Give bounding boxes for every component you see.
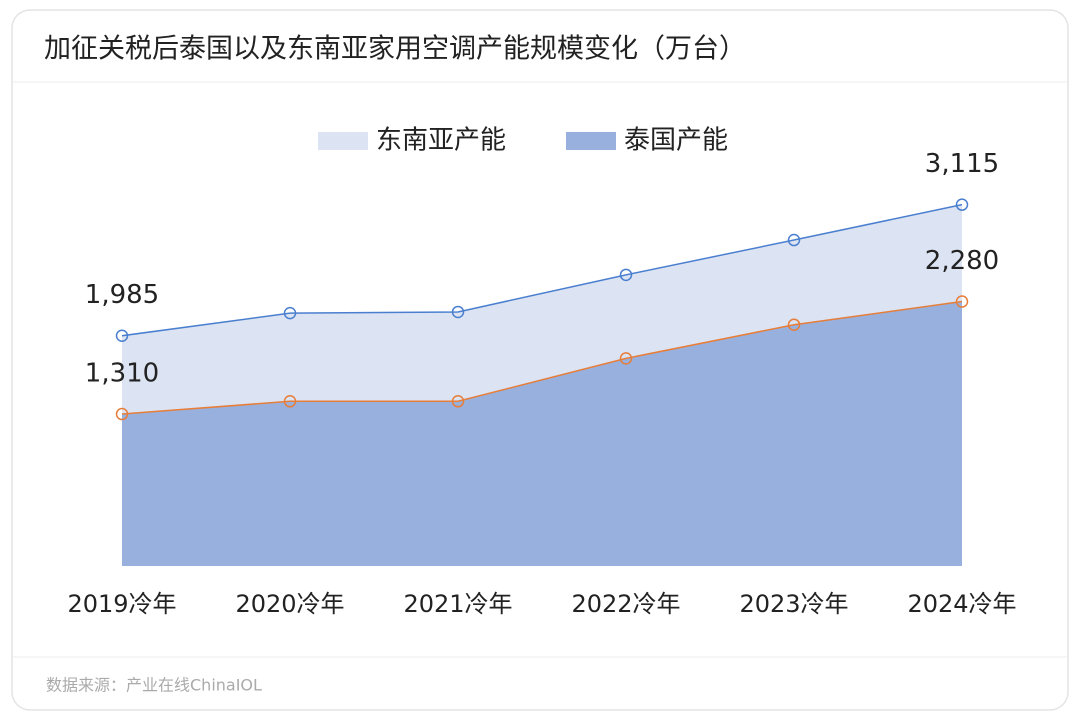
x-tick-label: 2020冷年 xyxy=(235,590,344,618)
point xyxy=(619,268,633,282)
legend-swatch xyxy=(566,132,616,150)
source: 数据来源：产业在线ChinaIOL xyxy=(46,676,262,695)
area xyxy=(122,301,962,566)
point xyxy=(451,305,465,319)
point xyxy=(787,233,801,247)
x-tick-label: 2023冷年 xyxy=(739,590,848,618)
line xyxy=(121,203,963,337)
line xyxy=(121,300,963,415)
legend-label: 东南亚产能 xyxy=(376,126,506,156)
point xyxy=(955,295,969,308)
data-label: 1,985 xyxy=(85,280,159,310)
x-tick-label: 2024冷年 xyxy=(907,590,1016,618)
x-tick-label: 2022冷年 xyxy=(571,590,680,618)
data-label: 1,310 xyxy=(85,359,159,389)
x-tick-label: 2021冷年 xyxy=(403,590,512,618)
chart-title: 加征关税后泰国以及东南亚家用空调产能规模变化（万台） xyxy=(44,34,746,65)
point xyxy=(955,198,969,211)
legend-label: 泰国产能 xyxy=(624,126,728,156)
x-tick-label: 2019冷年 xyxy=(67,590,176,618)
point xyxy=(619,352,633,365)
point xyxy=(283,306,297,320)
point xyxy=(787,318,801,331)
legend-swatch xyxy=(318,132,368,150)
point xyxy=(283,395,297,408)
data-label: 3,115 xyxy=(925,149,999,179)
point xyxy=(115,329,129,342)
data-label: 2,280 xyxy=(925,246,999,276)
point xyxy=(115,407,129,421)
point xyxy=(451,395,465,408)
